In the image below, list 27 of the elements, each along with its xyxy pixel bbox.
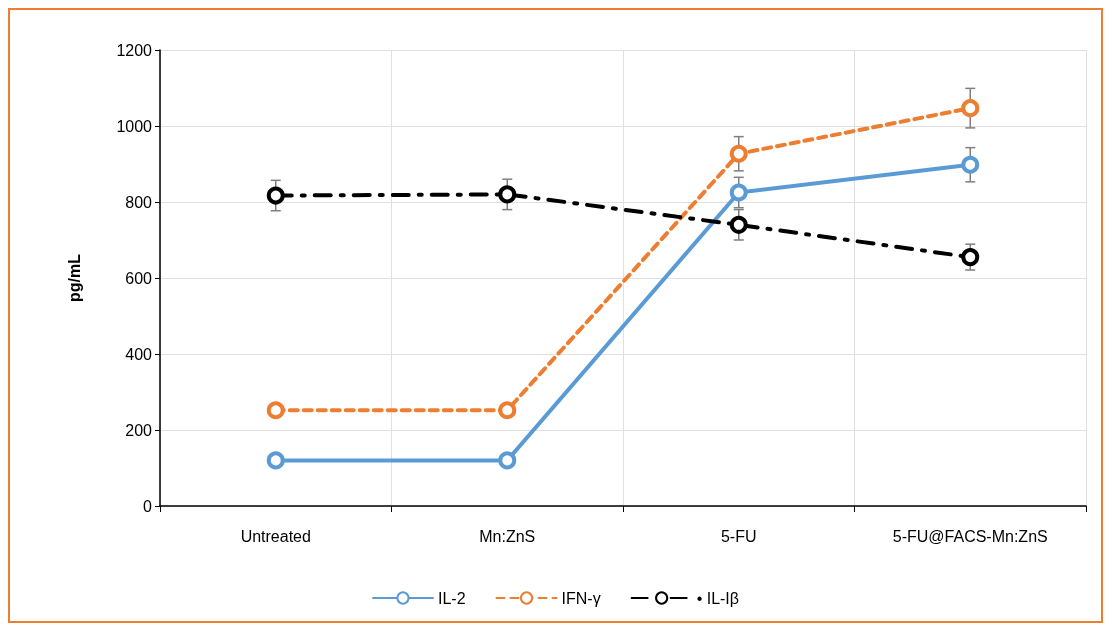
point — [498, 185, 517, 204]
legend-label: • IL-Iβ — [696, 589, 740, 607]
legend-label: IFN-γ — [561, 589, 601, 607]
point — [961, 248, 980, 267]
x-tick-label: 5-FU@FACS-Mn:ZnS — [892, 527, 1048, 545]
x-tick-label: 5-FU — [720, 527, 757, 545]
point — [729, 183, 748, 202]
y-tick-label: 800 — [125, 193, 153, 211]
y-axis-title: pg/mL — [65, 253, 83, 302]
x-tick-label: Mn:ZnS — [479, 527, 536, 545]
x-tick-label: Untreated — [240, 527, 311, 545]
point — [729, 215, 748, 234]
y-tick-label: 600 — [125, 269, 153, 287]
legend-label: IL-2 — [437, 589, 466, 607]
point — [266, 186, 285, 205]
y-tick-label: 1000 — [116, 117, 153, 135]
point — [266, 401, 285, 420]
point — [266, 451, 285, 470]
y-tick-label: 1200 — [116, 41, 153, 59]
y-tick-label: 200 — [125, 421, 153, 439]
point — [961, 155, 980, 174]
y-tick-label: 400 — [125, 345, 153, 363]
point — [498, 401, 517, 420]
point — [961, 99, 980, 118]
point — [498, 451, 517, 470]
y-tick-label: 0 — [143, 497, 153, 515]
point — [729, 144, 748, 163]
